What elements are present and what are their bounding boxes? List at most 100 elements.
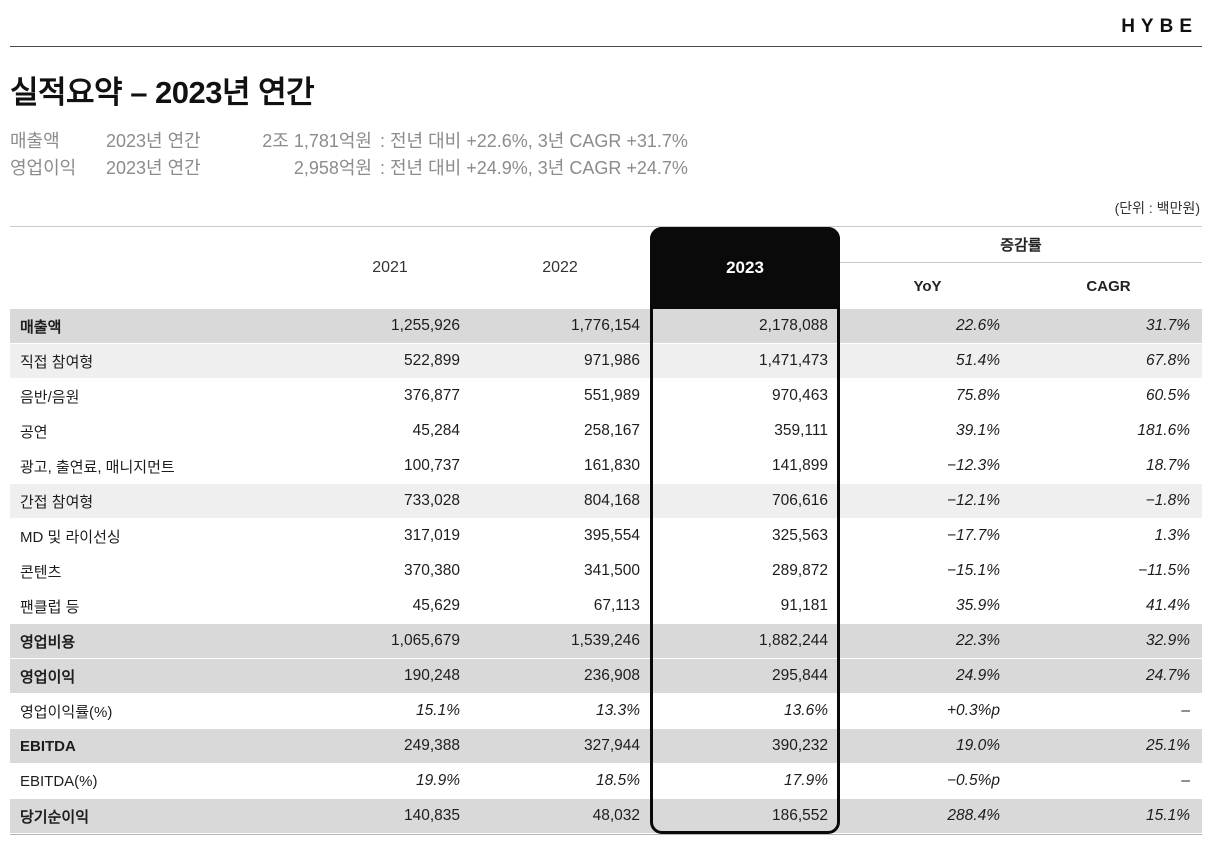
value-cagr: 1.3% (1154, 527, 1190, 544)
table-row: 영업이익 190,248 236,908 295,844 24.9% 24.7% (10, 659, 1202, 694)
growth-subheaders: YoY CAGR (840, 263, 1202, 309)
highlight-2023-header-bg (650, 227, 840, 309)
value-cagr: 41.4% (1146, 597, 1190, 614)
hybe-logo: HYBE (1121, 16, 1198, 37)
value-2022: 13.3% (596, 702, 640, 719)
row-label: 음반/음원 (20, 388, 80, 406)
value-2023: 289,872 (771, 562, 828, 579)
value-cagr: 60.5% (1146, 387, 1190, 404)
summary-amount: 2,958억원 (293, 158, 372, 178)
row-label: MD 및 라이선싱 (20, 528, 121, 546)
value-2023: 1,471,473 (759, 352, 828, 369)
value-2021: 15.1% (416, 702, 460, 719)
row-label: 당기순이익 (20, 808, 90, 826)
row-label: 영업이익 (20, 668, 76, 686)
row-label: 영업이익률(%) (20, 703, 113, 721)
col-header-yoy: YoY (913, 277, 942, 295)
value-2023: 359,111 (774, 422, 828, 439)
value-yoy: 51.4% (956, 352, 1000, 369)
unit-note: (단위 : 백만원) (1114, 200, 1200, 216)
value-cagr: 15.1% (1146, 807, 1190, 824)
row-label: 매출액 (20, 318, 62, 336)
value-cagr: 24.7% (1146, 667, 1190, 684)
growth-group-header: 증감률 YoY CAGR (840, 227, 1202, 309)
value-yoy: 22.6% (956, 317, 1000, 334)
value-2022: 971,986 (583, 352, 640, 369)
col-header-2021: 2021 (372, 259, 408, 276)
value-cagr: 181.6% (1137, 422, 1190, 439)
value-2022: 804,168 (583, 492, 640, 509)
value-yoy: +0.3%p (946, 702, 1000, 719)
value-2023: 390,232 (771, 737, 828, 754)
table-row: 영업비용 1,065,679 1,539,246 1,882,244 22.3%… (10, 624, 1202, 659)
summary-period: 2023년 연간 (106, 158, 201, 178)
value-2022: 1,776,154 (571, 317, 640, 334)
value-2021: 522,899 (403, 352, 460, 369)
value-cagr: −11.5% (1138, 562, 1190, 579)
value-yoy: −0.5%p (946, 772, 1000, 789)
table-row: 직접 참여형 522,899 971,986 1,471,473 51.4% 6… (10, 344, 1202, 379)
top-bar: HYBE (10, 0, 1202, 46)
row-label: EBITDA (20, 737, 76, 755)
value-2022: 327,944 (583, 737, 640, 754)
value-yoy: −17.7% (946, 527, 1000, 544)
value-cagr: 31.7% (1146, 317, 1190, 334)
table-row: 매출액 1,255,926 1,776,154 2,178,088 22.6% … (10, 309, 1202, 344)
value-cagr: 18.7% (1146, 457, 1190, 474)
value-2021: 1,255,926 (391, 317, 460, 334)
value-2022: 258,167 (583, 422, 640, 439)
table-row: EBITDA 249,388 327,944 390,232 19.0% 25.… (10, 729, 1202, 764)
value-2023: 2,178,088 (759, 317, 828, 334)
value-2021: 317,019 (403, 527, 460, 544)
row-label: 팬클럽 등 (20, 598, 80, 616)
value-2023: 13.6% (784, 702, 828, 719)
row-label: 콘텐츠 (20, 563, 62, 581)
row-label: 직접 참여형 (20, 353, 94, 371)
value-2023: 706,616 (771, 492, 828, 509)
row-label: 영업비용 (20, 633, 76, 651)
value-2023: 1,882,244 (759, 632, 828, 649)
summary-label: 매출액 (10, 131, 60, 151)
summary-period: 2023년 연간 (106, 131, 201, 151)
value-yoy: 75.8% (956, 387, 1000, 404)
value-2023: 295,844 (771, 667, 828, 684)
summary-line-operating-profit: 영업이익 2023년 연간 2,958억원 : 전년 대비 +24.9%, 3년… (10, 155, 1202, 182)
value-cagr: 25.1% (1146, 737, 1190, 754)
table-row: 콘텐츠 370,380 341,500 289,872 −15.1% −11.5… (10, 554, 1202, 589)
value-yoy: 39.1% (956, 422, 1000, 439)
value-2023: 141,899 (771, 457, 828, 474)
empty-header-cell (10, 227, 310, 309)
value-2023: 325,563 (771, 527, 828, 544)
table-row: 팬클럽 등 45,629 67,113 91,181 35.9% 41.4% (10, 589, 1202, 624)
value-2022: 341,500 (583, 562, 640, 579)
table-row: 간접 참여형 733,028 804,168 706,616 −12.1% −1… (10, 484, 1202, 519)
value-2021: 19.9% (416, 772, 460, 789)
value-2022: 161,830 (583, 457, 640, 474)
table-row: 영업이익률(%) 15.1% 13.3% 13.6% +0.3%p – (10, 694, 1202, 729)
row-label: EBITDA(%) (20, 772, 98, 790)
summary-amount: 2조 1,781억원 (262, 131, 372, 151)
top-divider (10, 46, 1202, 47)
row-label: 공연 (20, 423, 48, 441)
row-label: 광고, 출연료, 매니지먼트 (20, 458, 175, 476)
value-yoy: 24.9% (956, 667, 1000, 684)
value-2021: 249,388 (403, 737, 460, 754)
value-cagr: – (1181, 702, 1190, 719)
value-cagr: −1.8% (1145, 492, 1190, 509)
value-2023: 970,463 (771, 387, 828, 404)
value-yoy: 19.0% (956, 737, 1000, 754)
summary-detail: : 전년 대비 +24.9%, 3년 CAGR +24.7% (380, 158, 688, 178)
table-header: 2021 2022 2023 증감률 YoY CAGR (10, 227, 1202, 309)
row-label: 간접 참여형 (20, 493, 94, 511)
summary-block: 매출액 2023년 연간 2조 1,781억원 : 전년 대비 +22.6%, … (10, 128, 1202, 182)
table-row: 당기순이익 140,835 48,032 186,552 288.4% 15.1… (10, 799, 1202, 834)
page-title: 실적요약 – 2023년 연간 (10, 75, 315, 110)
table-row: 음반/음원 376,877 551,989 970,463 75.8% 60.5… (10, 379, 1202, 414)
value-2021: 370,380 (403, 562, 460, 579)
value-yoy: 288.4% (947, 807, 1000, 824)
value-2023: 186,552 (771, 807, 828, 824)
value-2021: 1,065,679 (391, 632, 460, 649)
summary-line-revenue: 매출액 2023년 연간 2조 1,781억원 : 전년 대비 +22.6%, … (10, 128, 1202, 155)
col-header-cagr: CAGR (1086, 277, 1131, 295)
